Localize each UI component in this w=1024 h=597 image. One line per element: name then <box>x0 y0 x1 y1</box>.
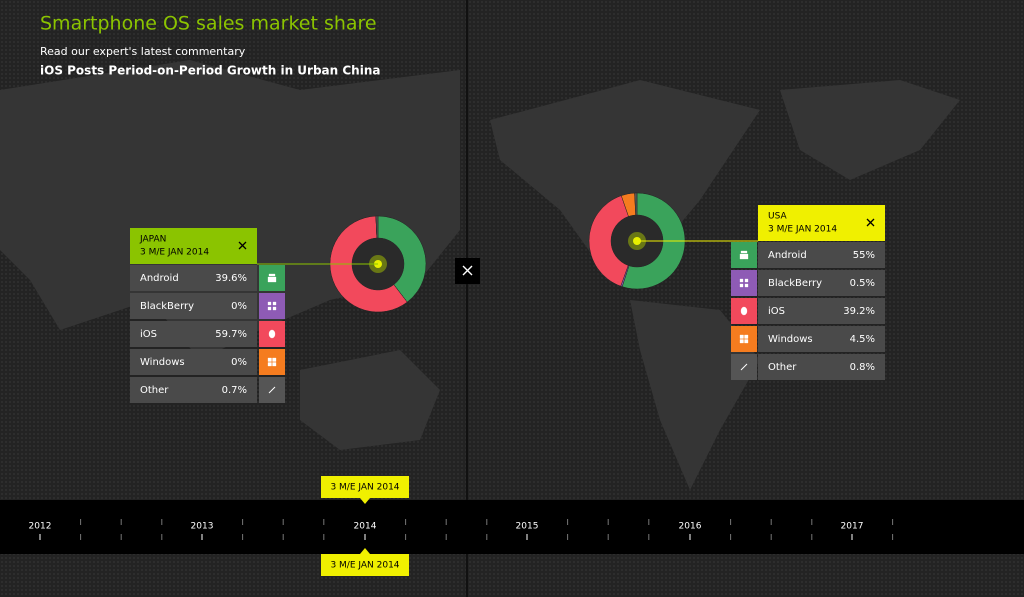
row-background <box>758 270 885 296</box>
os-name: iOS <box>140 329 157 340</box>
close-icon <box>462 265 473 276</box>
os-icon <box>267 301 277 311</box>
os-share: 4.5% <box>850 334 875 345</box>
panel-close[interactable] <box>866 218 875 227</box>
country-label: JAPAN <box>139 235 166 245</box>
timeline-bar <box>0 500 1024 554</box>
row-background <box>758 354 885 380</box>
os-share: 0.5% <box>850 278 875 289</box>
os-share: 55% <box>853 250 875 261</box>
os-name: Windows <box>768 334 813 345</box>
year-label[interactable]: 2017 <box>841 522 864 532</box>
os-share: 59.7% <box>215 329 247 340</box>
os-share: 0% <box>231 301 247 312</box>
row-background <box>758 326 885 352</box>
selected-period: 3 M/E JAN 2014 <box>330 483 399 493</box>
os-name: Windows <box>140 357 185 368</box>
panel-header <box>130 228 257 264</box>
os-name: BlackBerry <box>140 301 194 312</box>
row-background <box>130 265 257 291</box>
os-icon <box>268 329 276 339</box>
os-share: 0.8% <box>850 362 875 373</box>
period-label: 3 M/E JAN 2014 <box>140 248 209 258</box>
os-name: Other <box>768 362 797 373</box>
os-name: Other <box>140 385 169 396</box>
os-icon <box>740 363 748 371</box>
row-background <box>130 293 257 319</box>
year-label[interactable]: 2014 <box>354 522 377 532</box>
year-label[interactable]: 2013 <box>191 522 214 532</box>
os-share: 0% <box>231 357 247 368</box>
os-share: 39.6% <box>215 273 247 284</box>
row-background <box>758 242 885 268</box>
period-label: 3 M/E JAN 2014 <box>768 225 837 235</box>
os-icon <box>267 357 277 367</box>
commentary-link[interactable]: iOS Posts Period-on-Period Growth in Urb… <box>40 64 380 78</box>
os-icon-box <box>731 270 757 296</box>
panel-close[interactable] <box>238 241 247 250</box>
os-icon-box <box>731 326 757 352</box>
row-background <box>130 321 257 347</box>
os-name: iOS <box>768 306 785 317</box>
selected-period-box[interactable] <box>321 554 409 576</box>
subtitle: Read our expert's latest commentary <box>40 45 246 58</box>
row-background <box>130 349 257 375</box>
os-name: Android <box>140 273 179 284</box>
os-icon-box <box>259 293 285 319</box>
selected-marker <box>360 548 370 554</box>
os-icon <box>739 278 749 288</box>
panel-header <box>758 205 885 241</box>
os-icon <box>268 386 276 394</box>
selected-marker <box>360 498 370 504</box>
row-background <box>758 298 885 324</box>
year-label[interactable]: 2012 <box>29 522 52 532</box>
os-icon-box <box>259 349 285 375</box>
os-name: Android <box>768 250 807 261</box>
row-background <box>130 377 257 403</box>
os-icon <box>267 273 277 283</box>
page-title: Smartphone OS sales market share <box>40 13 377 35</box>
selected-period: 3 M/E JAN 2014 <box>330 561 399 571</box>
country-label: USA <box>768 212 787 222</box>
os-share: 39.2% <box>843 306 875 317</box>
selected-period-box[interactable] <box>321 476 409 498</box>
os-icon <box>740 306 748 316</box>
os-icon <box>739 250 749 260</box>
os-name: BlackBerry <box>768 278 822 289</box>
os-share: 0.7% <box>222 385 247 396</box>
os-icon <box>739 334 749 344</box>
year-label[interactable]: 2016 <box>679 522 702 532</box>
year-label[interactable]: 2015 <box>516 522 539 532</box>
